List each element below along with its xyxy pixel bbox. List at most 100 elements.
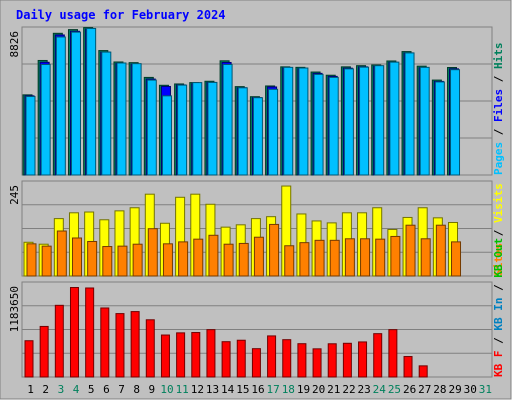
legend-visits: Visits [492, 183, 505, 223]
sites-bar-day-15 [238, 242, 249, 277]
pages-bar-day-25 [389, 61, 400, 176]
legend-hits: Hits [492, 43, 505, 70]
sites-bar-day-8 [132, 243, 143, 277]
kb-f-bar-day-2 [39, 325, 49, 378]
kb-f-bar-day-22 [342, 342, 352, 378]
kb-f-bar-day-17 [267, 335, 277, 378]
sites-bar-day-9 [147, 228, 158, 277]
kb-f-bar-day-19 [297, 343, 307, 378]
x-tick-day-25: 25 [388, 383, 401, 396]
kb-f-bar-day-7 [115, 313, 125, 378]
x-tick-day-7: 7 [118, 383, 125, 396]
x-tick-day-13: 13 [206, 383, 219, 396]
x-tick-day-30: 30 [464, 383, 477, 396]
x-tick-day-1: 1 [27, 383, 34, 396]
kb-f-bar-day-24 [373, 333, 383, 378]
pages-bar-day-19 [298, 67, 309, 176]
sites-bar-day-29 [451, 241, 462, 277]
sites-bar-day-10 [162, 243, 173, 277]
x-tick-day-2: 2 [42, 383, 49, 396]
pages-bar-day-1 [25, 96, 36, 176]
x-tick-day-22: 22 [342, 383, 355, 396]
x-tick-day-3: 3 [58, 383, 65, 396]
kb-f-bar-day-11 [176, 332, 186, 378]
sites-bar-day-5 [87, 240, 98, 277]
legend-separator: / [492, 331, 505, 351]
legend-files: Files [492, 89, 505, 122]
pages-bar-day-12 [192, 82, 203, 176]
chart-title: Daily usage for February 2024 [16, 8, 226, 22]
kb-f-bar-day-8 [130, 311, 140, 378]
kb-f-bar-day-3 [54, 304, 64, 378]
x-tick-day-8: 8 [133, 383, 140, 396]
pages-bar-day-11 [177, 84, 188, 176]
sites-bar-day-17 [269, 223, 280, 277]
pages-bar-day-15 [237, 87, 248, 176]
pages-bar-day-27 [419, 66, 430, 176]
panel-2-y-max-label: 245 [8, 185, 21, 205]
pages-bar-day-5 [86, 27, 97, 176]
kb-f-bar-day-27 [418, 365, 428, 378]
legend-top: Pages / Files / Hits [492, 43, 505, 176]
x-tick-day-19: 19 [297, 383, 310, 396]
sites-bar-day-23 [360, 238, 371, 277]
legend-kb-in: KB In [492, 298, 505, 331]
sites-bar-day-12 [193, 238, 204, 277]
kb-f-bar-day-15 [236, 339, 246, 378]
x-tick-day-14: 14 [221, 383, 235, 396]
x-tick-day-5: 5 [88, 383, 95, 396]
legend-separator: / [492, 223, 505, 243]
pages-bar-day-10 [161, 95, 172, 176]
sites-bar-day-19 [299, 242, 310, 277]
sites-bar-day-24 [375, 238, 386, 277]
sites-bar-day-20 [314, 239, 325, 277]
sites-bar-day-22 [344, 238, 355, 277]
kb-f-bar-day-4 [69, 287, 79, 378]
x-tick-day-4: 4 [73, 383, 80, 396]
kb-f-bar-day-5 [85, 287, 95, 378]
pages-bar-day-23 [359, 66, 370, 176]
chart-y-labels: 8826 245 1183650 [8, 31, 21, 332]
sites-bar-day-25 [390, 235, 401, 277]
kb-f-bar-day-13 [206, 329, 216, 378]
pages-bar-day-16 [252, 97, 263, 176]
legend-separator: / [492, 122, 505, 142]
x-tick-day-23: 23 [358, 383, 371, 396]
kb-f-bar-day-23 [358, 341, 368, 378]
sites-bar-day-21 [329, 239, 340, 277]
sites-bar-day-28 [435, 224, 446, 277]
x-tick-day-15: 15 [236, 383, 249, 396]
kb-f-bar-day-14 [221, 341, 231, 378]
kb-f-bar-day-12 [191, 332, 201, 378]
x-tick-day-10: 10 [160, 383, 173, 396]
kb-f-bar-day-1 [24, 340, 34, 378]
pages-bar-day-24 [374, 65, 385, 176]
kb-f-bar-day-20 [312, 348, 322, 378]
pages-bar-day-21 [328, 76, 339, 176]
legend-separator: / [492, 69, 505, 89]
pages-bar-day-13 [207, 81, 218, 176]
pages-bar-day-7 [116, 62, 127, 176]
x-tick-day-29: 29 [448, 383, 461, 396]
kb-f-bar-day-21 [327, 343, 337, 378]
legend-separator: / [492, 278, 505, 298]
pages-bar-day-26 [404, 52, 415, 176]
kb-f-bar-day-9 [145, 319, 155, 378]
kb-f-bar-day-18 [282, 339, 292, 378]
x-tick-day-27: 27 [418, 383, 431, 396]
x-tick-day-26: 26 [403, 383, 416, 396]
pages-bar-day-18 [283, 66, 294, 176]
x-tick-day-24: 24 [373, 383, 387, 396]
kb-f-bar-day-26 [403, 356, 413, 378]
x-tick-day-11: 11 [176, 383, 189, 396]
legend-kb-f: KB F [492, 351, 505, 378]
x-tick-day-17: 17 [267, 383, 280, 396]
x-tick-day-31: 31 [479, 383, 492, 396]
sites-bar-day-26 [405, 224, 416, 277]
pages-bar-day-3 [55, 36, 66, 176]
pages-bar-day-9 [146, 79, 157, 176]
x-tick-day-9: 9 [149, 383, 156, 396]
sites-bar-day-3 [56, 230, 67, 277]
